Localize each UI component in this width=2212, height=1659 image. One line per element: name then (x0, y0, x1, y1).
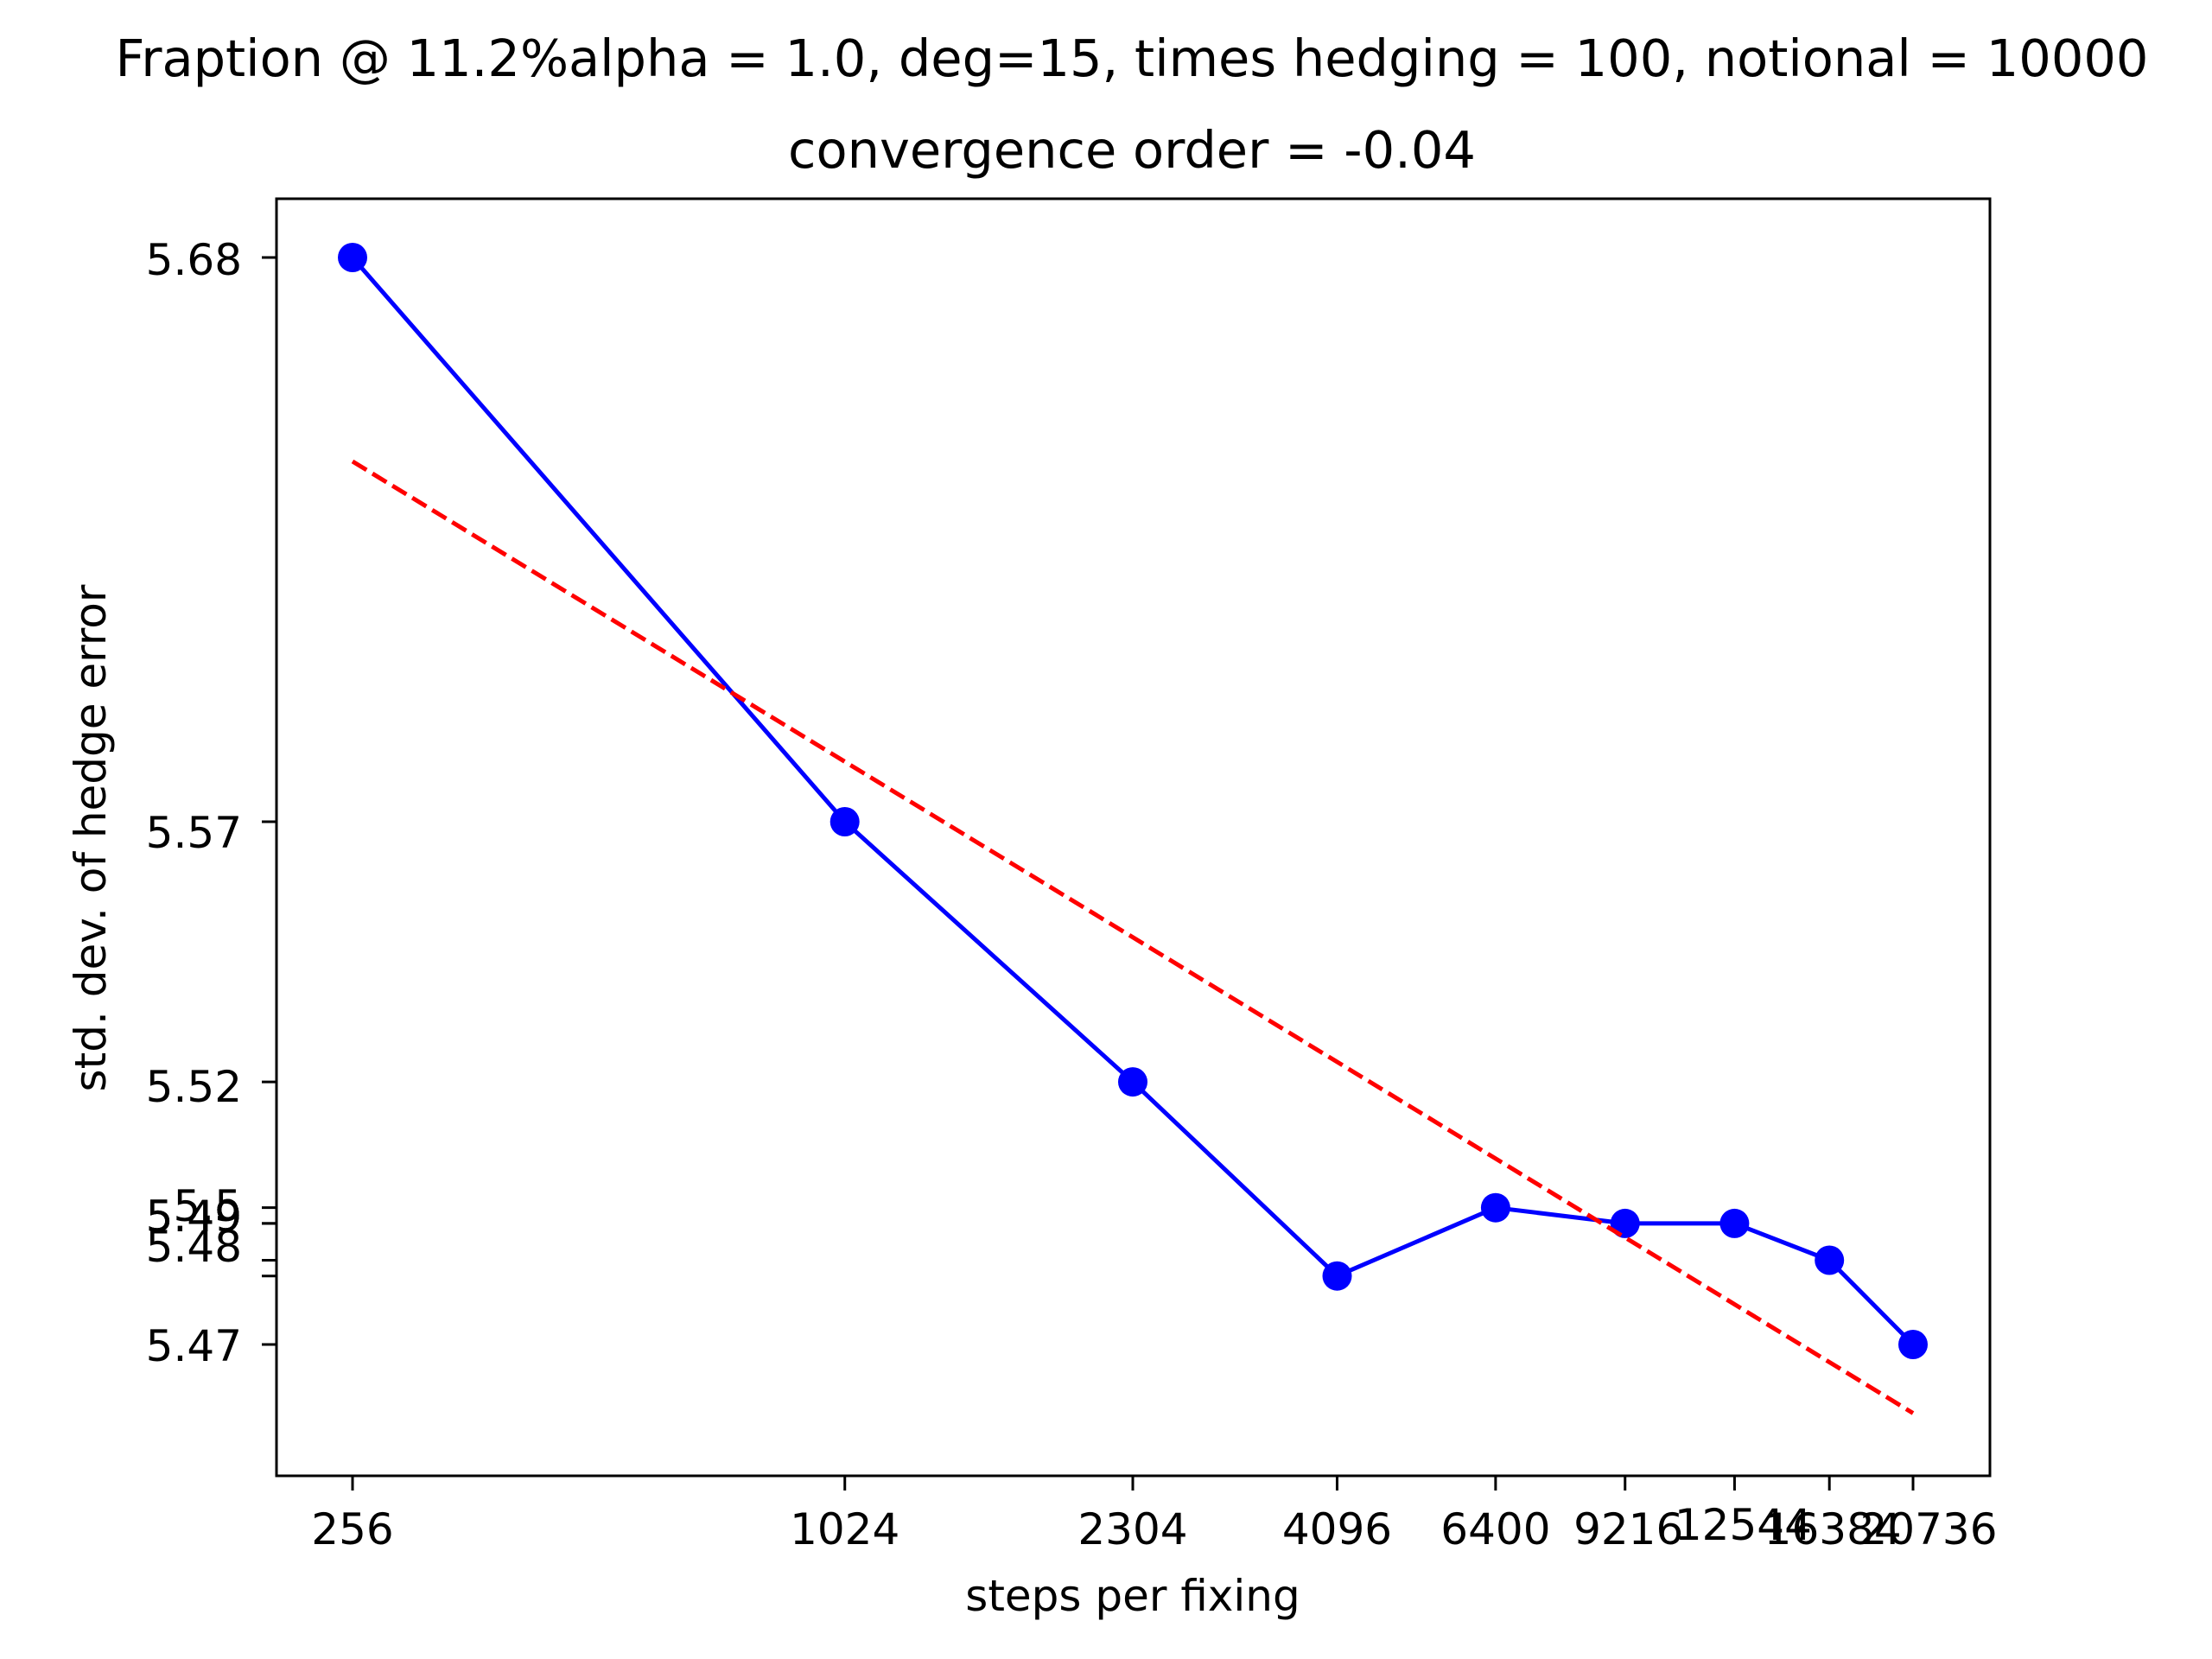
y-tick-label: 5.5 (173, 1181, 242, 1231)
x-tick-label: 4096 (1282, 1504, 1392, 1554)
data-point (1898, 1330, 1928, 1359)
data-point (1815, 1245, 1845, 1275)
y-tick-label: 5.57 (146, 808, 242, 858)
x-tick-label: 12544 (1675, 1500, 1812, 1550)
chart-title: Fraption @ 11.2%alpha = 1.0, deg=15, tim… (116, 29, 2149, 88)
x-tick-label: 16384 (1764, 1504, 1902, 1554)
y-tick-label: 5.49 (146, 1192, 242, 1242)
fit-line (351, 459, 1915, 1415)
x-axis-label: steps per fixing (965, 1571, 1300, 1621)
data-point (1322, 1261, 1352, 1291)
y-tick-label: 5.49 (146, 1192, 242, 1242)
y-tick-label: 5.68 (146, 235, 242, 285)
plot-frame (275, 197, 1992, 1478)
y-axis-label: std. dev. of hedge error (66, 584, 116, 1091)
y-tick-label: 5.52 (146, 1062, 242, 1112)
data-point (1719, 1208, 1750, 1238)
chart-subtitle: convergence order = -0.04 (788, 120, 1476, 180)
x-tick-label: 9216 (1573, 1504, 1683, 1554)
data-point (338, 243, 367, 272)
x-tick-label: 6400 (1440, 1504, 1550, 1554)
x-tick-label: 1024 (790, 1504, 899, 1554)
data-point (1118, 1067, 1147, 1097)
y-tick-label: 5.48 (146, 1222, 242, 1272)
y-tick-label: 5.47 (146, 1321, 242, 1371)
x-tick-label: 20736 (1859, 1504, 1997, 1554)
x-tick-label: 256 (311, 1504, 393, 1554)
plot-area (338, 243, 1928, 1415)
data-point (830, 807, 860, 836)
data-point (1480, 1192, 1510, 1223)
data-line (351, 256, 1915, 1346)
x-tick-label: 2304 (1077, 1504, 1187, 1554)
y-tick-label: 5.49 (146, 1192, 242, 1242)
y-axis: 5.685.575.525.55.495.495.495.485.47 (146, 235, 276, 1371)
